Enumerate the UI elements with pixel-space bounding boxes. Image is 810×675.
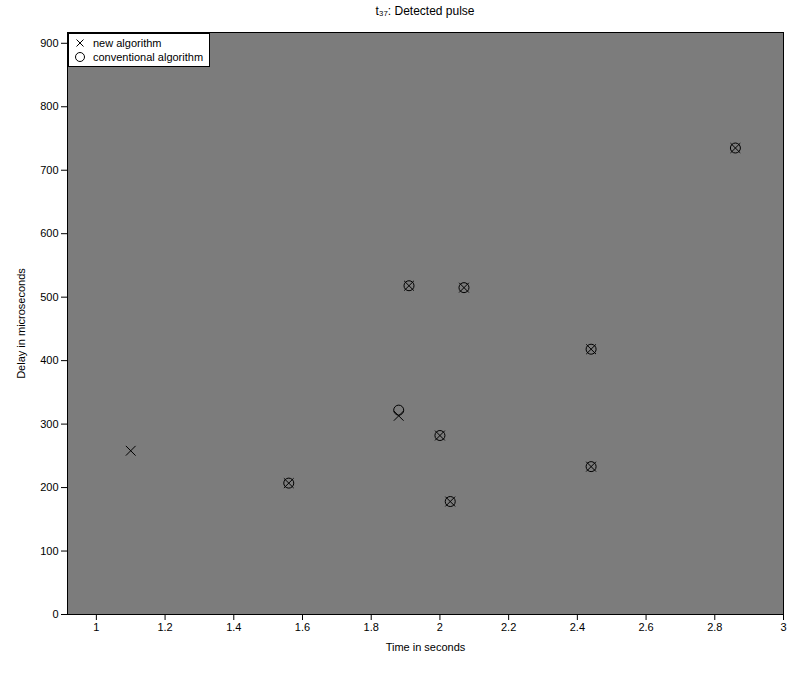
svg-text:600: 600 <box>40 227 58 239</box>
svg-text:2.8: 2.8 <box>707 621 722 633</box>
svg-text:1.8: 1.8 <box>364 621 379 633</box>
svg-text:0: 0 <box>52 608 58 620</box>
svg-text:1.4: 1.4 <box>226 621 241 633</box>
svg-text:2.4: 2.4 <box>570 621 585 633</box>
svg-text:1.2: 1.2 <box>157 621 172 633</box>
svg-text:2: 2 <box>437 621 443 633</box>
svg-text:Delay in microseconds: Delay in microseconds <box>15 268 27 379</box>
svg-text:900: 900 <box>40 37 58 49</box>
svg-text:300: 300 <box>40 418 58 430</box>
svg-text:2.2: 2.2 <box>501 621 516 633</box>
html-text:t₃₇: Detected pulse: t₃₇: Detected pulse <box>375 4 475 18</box>
svg-text:1.6: 1.6 <box>295 621 310 633</box>
svg-text:Time in seconds: Time in seconds <box>386 641 466 653</box>
svg-text:200: 200 <box>40 481 58 493</box>
svg-text:1: 1 <box>93 621 99 633</box>
svg-text:100: 100 <box>40 545 58 557</box>
svg-text:400: 400 <box>40 354 58 366</box>
html-text:new algorithm: new algorithm <box>93 37 162 49</box>
svg-text:500: 500 <box>40 291 58 303</box>
svg-text:700: 700 <box>40 164 58 176</box>
html-text:conventional algorithm: conventional algorithm <box>93 51 204 63</box>
svg-text:800: 800 <box>40 100 58 112</box>
svg-text:2.6: 2.6 <box>638 621 653 633</box>
svg-text:3: 3 <box>780 621 786 633</box>
